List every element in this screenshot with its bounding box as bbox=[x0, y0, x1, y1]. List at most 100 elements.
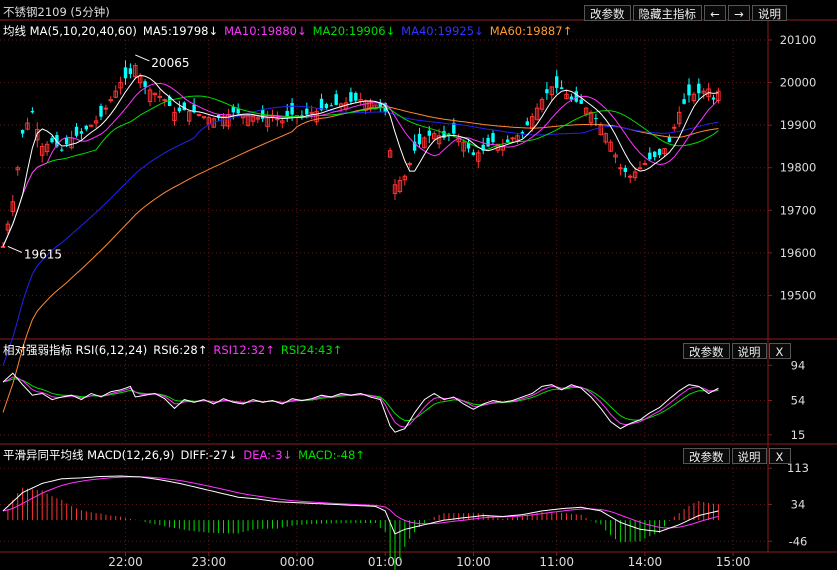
candle-body-down bbox=[623, 167, 627, 172]
candle-body-up bbox=[598, 124, 603, 136]
candle-body-up bbox=[608, 141, 613, 152]
rsi6-line bbox=[2, 372, 719, 433]
rsi-params-button[interactable]: 改参数 bbox=[683, 343, 730, 359]
price-tick-label: 19700 bbox=[780, 203, 817, 217]
candle-body-up bbox=[387, 150, 393, 158]
price-tick-label: 20000 bbox=[780, 76, 817, 90]
macd-close-button[interactable]: X bbox=[768, 448, 791, 464]
candle-body-up bbox=[221, 116, 226, 127]
candle-body-down bbox=[300, 115, 304, 117]
rsi24-line bbox=[2, 378, 719, 421]
candle-body-up bbox=[677, 111, 682, 125]
scroll-left-button[interactable]: ← bbox=[704, 5, 726, 21]
candle-body-up bbox=[632, 171, 638, 179]
candle-body-down bbox=[123, 67, 128, 79]
candle-body-up bbox=[138, 75, 143, 84]
candle-body-down bbox=[569, 96, 574, 100]
candle-body-up bbox=[133, 65, 138, 78]
candle-body-down bbox=[329, 105, 333, 107]
candle-body-up bbox=[588, 111, 594, 124]
candle-body-up bbox=[255, 117, 261, 120]
macd-legend: 平滑异同平均线 MACD(12,26,9) DIFF:-27↓ DEA:-3↓ … bbox=[3, 446, 371, 464]
ma40-line bbox=[2, 105, 719, 366]
candle-body-down bbox=[84, 125, 88, 130]
macd-params-button[interactable]: 改参数 bbox=[683, 448, 730, 464]
rsi-legend: 相对强弱指标 RSI(6,12,24) RSI6:28↑ RSI12:32↑ R… bbox=[3, 341, 348, 359]
candle-body-up bbox=[201, 116, 207, 119]
candle-body-up bbox=[618, 167, 623, 170]
candle-body-up bbox=[637, 167, 643, 170]
candle-body-down bbox=[594, 117, 598, 119]
candle-body-down bbox=[143, 81, 147, 87]
candle-body-up bbox=[564, 93, 569, 100]
macd-tick-label: 113 bbox=[787, 461, 809, 475]
candle-body-down bbox=[452, 122, 456, 134]
candle-body-down bbox=[466, 142, 471, 149]
ma60-value: MA60:19887↑ bbox=[489, 24, 573, 38]
candle-body-up bbox=[515, 135, 520, 141]
candle-body-up bbox=[642, 162, 648, 165]
candle-body-up bbox=[583, 107, 589, 115]
candle-body-down bbox=[574, 91, 578, 102]
hide-indicator-button[interactable]: 隐藏主指标 bbox=[632, 5, 702, 21]
time-label-0: 22:00 bbox=[108, 555, 143, 569]
time-label-7: 15:00 bbox=[716, 555, 751, 569]
candle-body-up bbox=[368, 101, 373, 109]
candle-body-up bbox=[206, 117, 212, 125]
candle-body-down bbox=[481, 144, 485, 151]
price-tick-label: 19500 bbox=[780, 288, 817, 302]
annotation-pointer bbox=[7, 246, 23, 253]
candle-body-down bbox=[545, 89, 549, 94]
candle-body-down bbox=[182, 102, 186, 111]
ma40-value: MA40:19925↓ bbox=[401, 24, 484, 38]
time-label-3: 01:00 bbox=[368, 555, 403, 569]
candle-body-up bbox=[15, 167, 20, 171]
chart-title: 不锈钢2109 (5分钟) bbox=[3, 5, 110, 19]
candle-body-down bbox=[231, 106, 235, 113]
candle-body-up bbox=[461, 141, 466, 152]
candle-body-down bbox=[711, 97, 716, 100]
candle-body-up bbox=[152, 92, 158, 96]
candle-body-down bbox=[486, 137, 490, 147]
candle-body-down bbox=[349, 92, 353, 102]
macd-tick-label: -46 bbox=[789, 534, 808, 548]
candle-body-down bbox=[354, 92, 358, 101]
candle-body-down bbox=[65, 137, 69, 145]
ma-legend-name: 均线 MA(5,10,20,40,60) bbox=[3, 24, 137, 38]
rsi-close-button[interactable]: X bbox=[768, 343, 791, 359]
candle-body-up bbox=[534, 107, 540, 121]
candle-body-down bbox=[30, 110, 35, 113]
candle-body-down bbox=[216, 114, 221, 118]
candle-body-down bbox=[305, 108, 309, 115]
diff-value: DIFF:-27↓ bbox=[180, 448, 238, 462]
candle-body-down bbox=[334, 94, 338, 105]
candle-body-down bbox=[687, 84, 691, 96]
candle-body-up bbox=[5, 223, 11, 231]
candle-body-down bbox=[55, 135, 59, 147]
candle-body-down bbox=[417, 133, 422, 145]
candle-body-up bbox=[510, 137, 515, 140]
rsi-tick-label: 94 bbox=[791, 358, 806, 372]
candle-body-down bbox=[682, 99, 686, 104]
rsi-help-button[interactable]: 说明 bbox=[731, 343, 767, 359]
candle-body-down bbox=[324, 103, 329, 109]
candle-body-up bbox=[309, 111, 314, 115]
ma5-line bbox=[2, 74, 719, 247]
scroll-right-button[interactable]: → bbox=[728, 5, 750, 21]
candle-body-up bbox=[691, 93, 697, 102]
candle-body-down bbox=[177, 107, 182, 112]
main-params-button[interactable]: 改参数 bbox=[584, 5, 631, 21]
rsi12-value: RSI12:32↑ bbox=[213, 343, 275, 357]
candle-body-down bbox=[290, 103, 294, 115]
candle-body-down bbox=[555, 76, 559, 88]
macd-tick-label: 34 bbox=[791, 498, 806, 512]
main-help-button[interactable]: 说明 bbox=[752, 5, 787, 21]
macd-help-button[interactable]: 说明 bbox=[731, 448, 767, 464]
candle-body-down bbox=[657, 148, 662, 155]
candle-body-up bbox=[402, 175, 408, 181]
candle-body-up bbox=[44, 143, 50, 153]
time-label-2: 00:00 bbox=[280, 555, 315, 569]
price-tick-label: 19900 bbox=[780, 118, 817, 132]
candle-body-down bbox=[427, 130, 431, 136]
